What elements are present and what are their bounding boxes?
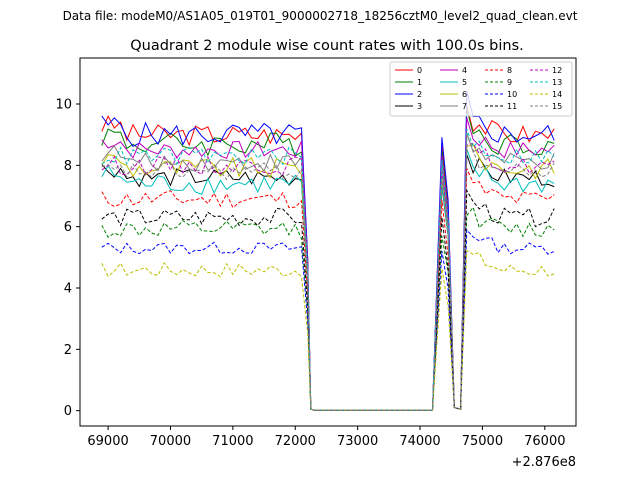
- x-offset-label: +2.876e8: [512, 455, 576, 470]
- legend-label-3: 3: [417, 102, 422, 111]
- chart-title: Quadrant 2 module wise count rates with …: [130, 38, 524, 54]
- x-axis: 69000 70000 71000 72000 73000 74000 75000 76000: [87, 426, 565, 449]
- legend-label-15: 15: [552, 102, 562, 111]
- legend-label-6: 6: [462, 90, 467, 99]
- series-line-11: [101, 188, 555, 411]
- x-tick-label: 71000: [212, 434, 253, 449]
- plot-frame: [79, 57, 577, 427]
- legend-label-11: 11: [507, 102, 517, 111]
- y-tick-label: 0: [64, 404, 72, 419]
- legend-label-5: 5: [462, 78, 467, 87]
- legend-box: [389, 61, 573, 117]
- x-tick-label: 70000: [150, 434, 191, 449]
- legend-label-14: 14: [552, 90, 562, 99]
- legend-label-12: 12: [552, 66, 562, 75]
- y-axis: 0 2 4 6 8 10: [55, 98, 80, 419]
- series-line-10: [101, 228, 555, 411]
- data-file-label: Data file: modeM0/AS1A05_019T01_90000027…: [63, 9, 578, 23]
- plot-lines: [101, 90, 555, 411]
- legend-label-10: 10: [507, 90, 517, 99]
- legend-label-8: 8: [507, 66, 512, 75]
- series-line-0: [101, 105, 555, 411]
- x-tick-label: 69000: [87, 434, 128, 449]
- legend-label-4: 4: [462, 66, 467, 75]
- y-tick-label: 6: [64, 220, 72, 235]
- legend-label-13: 13: [552, 78, 562, 87]
- y-tick-label: 2: [64, 343, 72, 358]
- series-line-13: [101, 128, 555, 411]
- series-line-7: [101, 132, 555, 411]
- y-tick-label: 10: [55, 98, 72, 113]
- x-tick-label: 75000: [462, 434, 503, 449]
- series-line-3: [101, 154, 555, 411]
- x-tick-label: 72000: [275, 434, 316, 449]
- series-line-5: [101, 148, 555, 411]
- legend-label-1: 1: [417, 78, 422, 87]
- x-tick-label: 73000: [337, 434, 378, 449]
- series-line-15: [101, 134, 555, 411]
- y-tick-label: 8: [64, 159, 72, 174]
- series-line-1: [101, 108, 555, 411]
- y-tick-label: 4: [64, 282, 72, 297]
- legend-label-9: 9: [507, 78, 512, 87]
- series-line-9: [101, 206, 555, 411]
- legend-label-7: 7: [462, 102, 467, 111]
- x-tick-label: 74000: [399, 434, 440, 449]
- x-tick-label: 76000: [524, 434, 565, 449]
- series-line-14: [101, 249, 555, 411]
- legend-label-0: 0: [417, 66, 422, 75]
- legend-label-2: 2: [417, 90, 422, 99]
